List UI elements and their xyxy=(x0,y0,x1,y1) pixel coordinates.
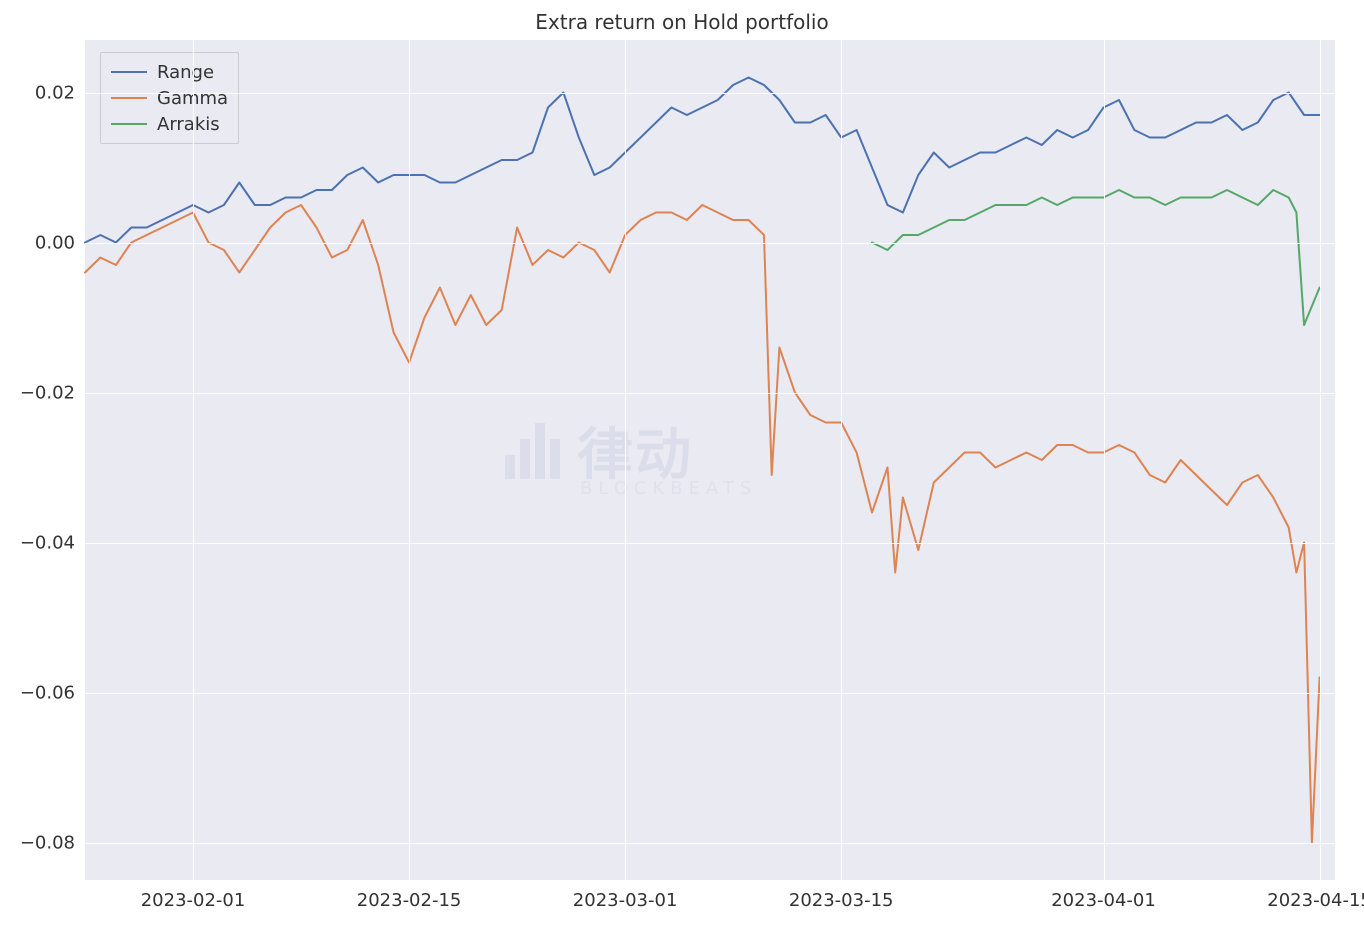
legend-swatch xyxy=(111,71,147,73)
gridline-h xyxy=(85,243,1335,244)
plot-area: 律动 BLOCKBEATS RangeGammaArrakis −0.08−0.… xyxy=(85,40,1335,880)
x-tick-label: 2023-02-01 xyxy=(141,880,246,911)
y-tick-label: 0.02 xyxy=(35,82,85,103)
gridline-v xyxy=(193,40,194,880)
series-range xyxy=(85,78,1320,243)
gridline-v xyxy=(1320,40,1321,880)
legend-item-range: Range xyxy=(111,59,228,85)
legend-label: Arrakis xyxy=(157,114,220,135)
y-tick-label: −0.06 xyxy=(20,682,85,703)
legend-item-gamma: Gamma xyxy=(111,85,228,111)
y-tick-label: −0.08 xyxy=(20,832,85,853)
gridline-v xyxy=(409,40,410,880)
x-tick-label: 2023-04-01 xyxy=(1051,880,1156,911)
gridline-h xyxy=(85,393,1335,394)
legend-label: Range xyxy=(157,62,214,83)
gridline-v xyxy=(1104,40,1105,880)
gridline-h xyxy=(85,543,1335,544)
gridline-h xyxy=(85,843,1335,844)
y-tick-label: 0.00 xyxy=(35,232,85,253)
gridline-v xyxy=(841,40,842,880)
figure: Extra return on Hold portfolio 律动 BLOCKB… xyxy=(0,0,1364,950)
legend-swatch xyxy=(111,123,147,125)
chart-title: Extra return on Hold portfolio xyxy=(0,10,1364,34)
gridline-h xyxy=(85,93,1335,94)
x-tick-label: 2023-04-15 xyxy=(1267,880,1364,911)
line-layer xyxy=(85,40,1335,880)
series-arrakis xyxy=(872,190,1320,325)
x-tick-label: 2023-03-15 xyxy=(789,880,894,911)
x-tick-label: 2023-03-01 xyxy=(573,880,678,911)
series-gamma xyxy=(85,205,1320,843)
y-tick-label: −0.02 xyxy=(20,382,85,403)
legend: RangeGamma Arrakis xyxy=(100,52,239,144)
x-tick-label: 2023-02-15 xyxy=(357,880,462,911)
y-tick-label: −0.04 xyxy=(20,532,85,553)
gridline-h xyxy=(85,693,1335,694)
legend-item-arrakis: Arrakis xyxy=(111,111,228,137)
legend-swatch xyxy=(111,97,147,99)
gridline-v xyxy=(625,40,626,880)
